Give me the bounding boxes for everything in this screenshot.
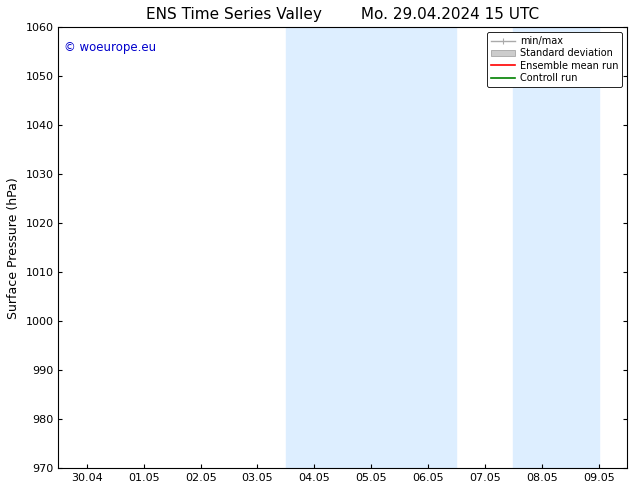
Text: © woeurope.eu: © woeurope.eu: [64, 41, 157, 53]
Legend: min/max, Standard deviation, Ensemble mean run, Controll run: min/max, Standard deviation, Ensemble me…: [487, 32, 622, 87]
Bar: [286, 27, 456, 468]
Y-axis label: Surface Pressure (hPa): Surface Pressure (hPa): [7, 177, 20, 318]
Title: ENS Time Series Valley        Mo. 29.04.2024 15 UTC: ENS Time Series Valley Mo. 29.04.2024 15…: [146, 7, 540, 22]
Bar: [514, 27, 598, 468]
